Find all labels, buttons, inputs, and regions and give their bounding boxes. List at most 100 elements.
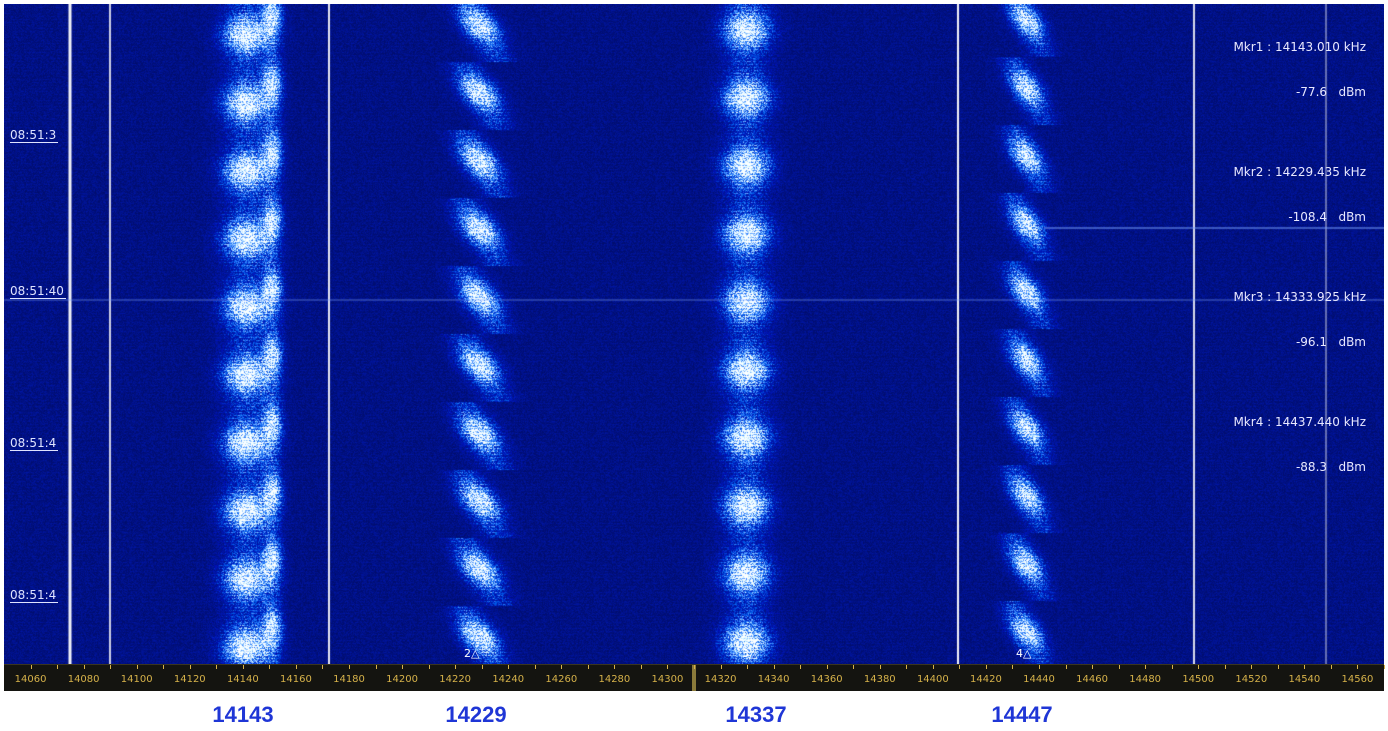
peak-frequency-label: 14337 xyxy=(725,702,787,727)
time-label: 08:51:3 xyxy=(10,128,59,143)
axis-tick-mark xyxy=(826,665,828,669)
axis-tick-mark xyxy=(136,665,138,669)
marker-frequency: : 14229.435 kHz xyxy=(1267,165,1366,179)
axis-tick-mark xyxy=(1012,665,1014,669)
axis-tick-mark xyxy=(1171,665,1173,669)
axis-tick-mark xyxy=(57,665,59,669)
marker-1-triangle[interactable]: 1△ xyxy=(236,647,252,660)
axis-tick-mark xyxy=(428,665,430,669)
axis-tick-label: 14320 xyxy=(704,674,737,685)
marker-readout-3: Mkr3 : 14333.925 kHz -96.1 dBm xyxy=(1233,260,1366,380)
axis-tick-mark xyxy=(1092,665,1094,669)
axis-tick-mark xyxy=(773,665,775,669)
marker-level: -77.6 dBm xyxy=(1295,85,1366,99)
axis-tick-label: 14220 xyxy=(439,674,472,685)
axis-tick-mark xyxy=(481,665,483,669)
axis-tick-mark xyxy=(1384,665,1385,669)
marker-level: -88.3 dBm xyxy=(1295,460,1366,474)
marker-number: 1 xyxy=(236,647,243,660)
axis-tick-label: 14360 xyxy=(810,674,843,685)
axis-tick-label: 14560 xyxy=(1341,674,1374,685)
axis-tick-label: 14100 xyxy=(120,674,153,685)
marker-label: Mkr4 xyxy=(1233,415,1264,429)
axis-tick-mark xyxy=(508,665,510,669)
axis-tick-mark xyxy=(959,665,961,669)
axis-tick-mark xyxy=(163,665,165,669)
time-label: 08:51:4 xyxy=(10,588,59,603)
axis-tick-label: 14160 xyxy=(280,674,312,685)
axis-tick-label: 14200 xyxy=(386,674,418,685)
marker-level: -108.4 dBm xyxy=(1288,210,1366,224)
axis-tick-mark xyxy=(587,665,589,669)
marker-2-triangle[interactable]: 2△ xyxy=(464,647,480,660)
axis-tick-mark xyxy=(1277,665,1279,669)
axis-tick-mark xyxy=(879,665,881,669)
axis-tick-mark xyxy=(1198,665,1200,669)
axis-tick-label: 14500 xyxy=(1182,674,1215,685)
marker-readout-1: Mkr1 : 14143.010 kHz -77.6 dBm xyxy=(1233,10,1366,130)
axis-tick-mark xyxy=(853,665,855,669)
axis-tick-mark xyxy=(747,665,749,669)
marker-3-triangle[interactable]: 3△ xyxy=(742,647,758,660)
axis-tick-mark xyxy=(322,665,324,669)
marker-number: 4 xyxy=(1016,647,1023,660)
axis-tick-label: 14060 xyxy=(14,674,47,685)
axis-tick-mark xyxy=(189,665,191,669)
axis-tick-mark xyxy=(906,665,908,669)
marker-readout-panel: Mkr1 : 14143.010 kHz -77.6 dBm Mkr2 : 14… xyxy=(1233,10,1366,510)
marker-readout-2: Mkr2 : 14229.435 kHz -108.4 dBm xyxy=(1233,135,1366,255)
axis-tick-mark xyxy=(455,665,457,669)
axis-tick-mark xyxy=(694,665,695,669)
marker-number: 3 xyxy=(742,647,749,660)
peak-frequency-label: 14143 xyxy=(212,702,274,727)
marker-frequency: : 14333.925 kHz xyxy=(1267,290,1366,304)
marker-label: Mkr1 xyxy=(1233,40,1264,54)
axis-tick-label: 14260 xyxy=(545,674,578,685)
frequency-axis[interactable]: 14060 14080 14100 14120 14140 14160 14180 14200… xyxy=(4,664,1385,691)
axis-tick-mark xyxy=(1065,665,1067,669)
axis-tick-mark xyxy=(561,665,563,669)
axis-tick-mark xyxy=(375,665,377,669)
peak-frequency-label: 14229 xyxy=(445,702,507,727)
axis-tick-mark xyxy=(800,665,802,669)
axis-tick-label: 14120 xyxy=(173,674,206,685)
axis-tick-label: 14520 xyxy=(1235,674,1268,685)
axis-tick-mark xyxy=(1039,665,1040,669)
axis-tick-mark xyxy=(30,665,32,669)
axis-tick-mark xyxy=(402,665,404,669)
axis-tick-mark xyxy=(534,665,536,669)
axis-tick-label: 14280 xyxy=(598,674,631,685)
axis-tick-mark xyxy=(242,665,244,669)
axis-tick-mark xyxy=(720,665,722,669)
axis-tick-label: 14480 xyxy=(1129,674,1162,685)
marker-level: -96.1 dBm xyxy=(1295,335,1366,349)
axis-tick-mark xyxy=(83,665,85,669)
time-label: 08:51:40 xyxy=(10,284,66,299)
marker-label: Mkr3 xyxy=(1233,290,1264,304)
axis-tick-mark xyxy=(295,665,297,669)
peak-frequency-label: 14447 xyxy=(991,702,1053,727)
axis-tick-mark xyxy=(110,665,112,669)
axis-tick-mark xyxy=(985,665,987,669)
marker-readout-4: Mkr4 : 14437.440 kHz -88.3 dBm xyxy=(1233,385,1366,505)
axis-tick-label: 14400 xyxy=(916,674,949,685)
axis-tick-mark xyxy=(349,665,350,669)
marker-frequency: : 14143.010 kHz xyxy=(1267,40,1366,54)
waterfall-canvas[interactable] xyxy=(4,4,1384,664)
marker-number: 2 xyxy=(464,647,471,660)
marker-4-triangle[interactable]: 4△ xyxy=(1016,647,1032,660)
axis-tick-mark xyxy=(1224,665,1226,669)
axis-tick-mark xyxy=(216,665,218,669)
axis-tick-label: 14240 xyxy=(492,674,525,685)
time-label: 08:51:4 xyxy=(10,436,59,451)
axis-tick-label: 14540 xyxy=(1288,674,1321,685)
axis-tick-mark xyxy=(667,665,669,669)
waterfall-display[interactable]: Mkr1 : 14143.010 kHz -77.6 dBm Mkr2 : 14… xyxy=(4,4,1384,664)
axis-tick-label: 14460 xyxy=(1076,674,1108,685)
axis-tick-label: 14140 xyxy=(226,674,259,685)
axis-tick-mark xyxy=(640,665,642,669)
axis-tick-label: 14300 xyxy=(651,674,684,685)
marker-frequency: : 14437.440 kHz xyxy=(1267,415,1366,429)
center-frequency-marker[interactable] xyxy=(692,665,696,691)
axis-tick-mark xyxy=(1118,665,1120,669)
